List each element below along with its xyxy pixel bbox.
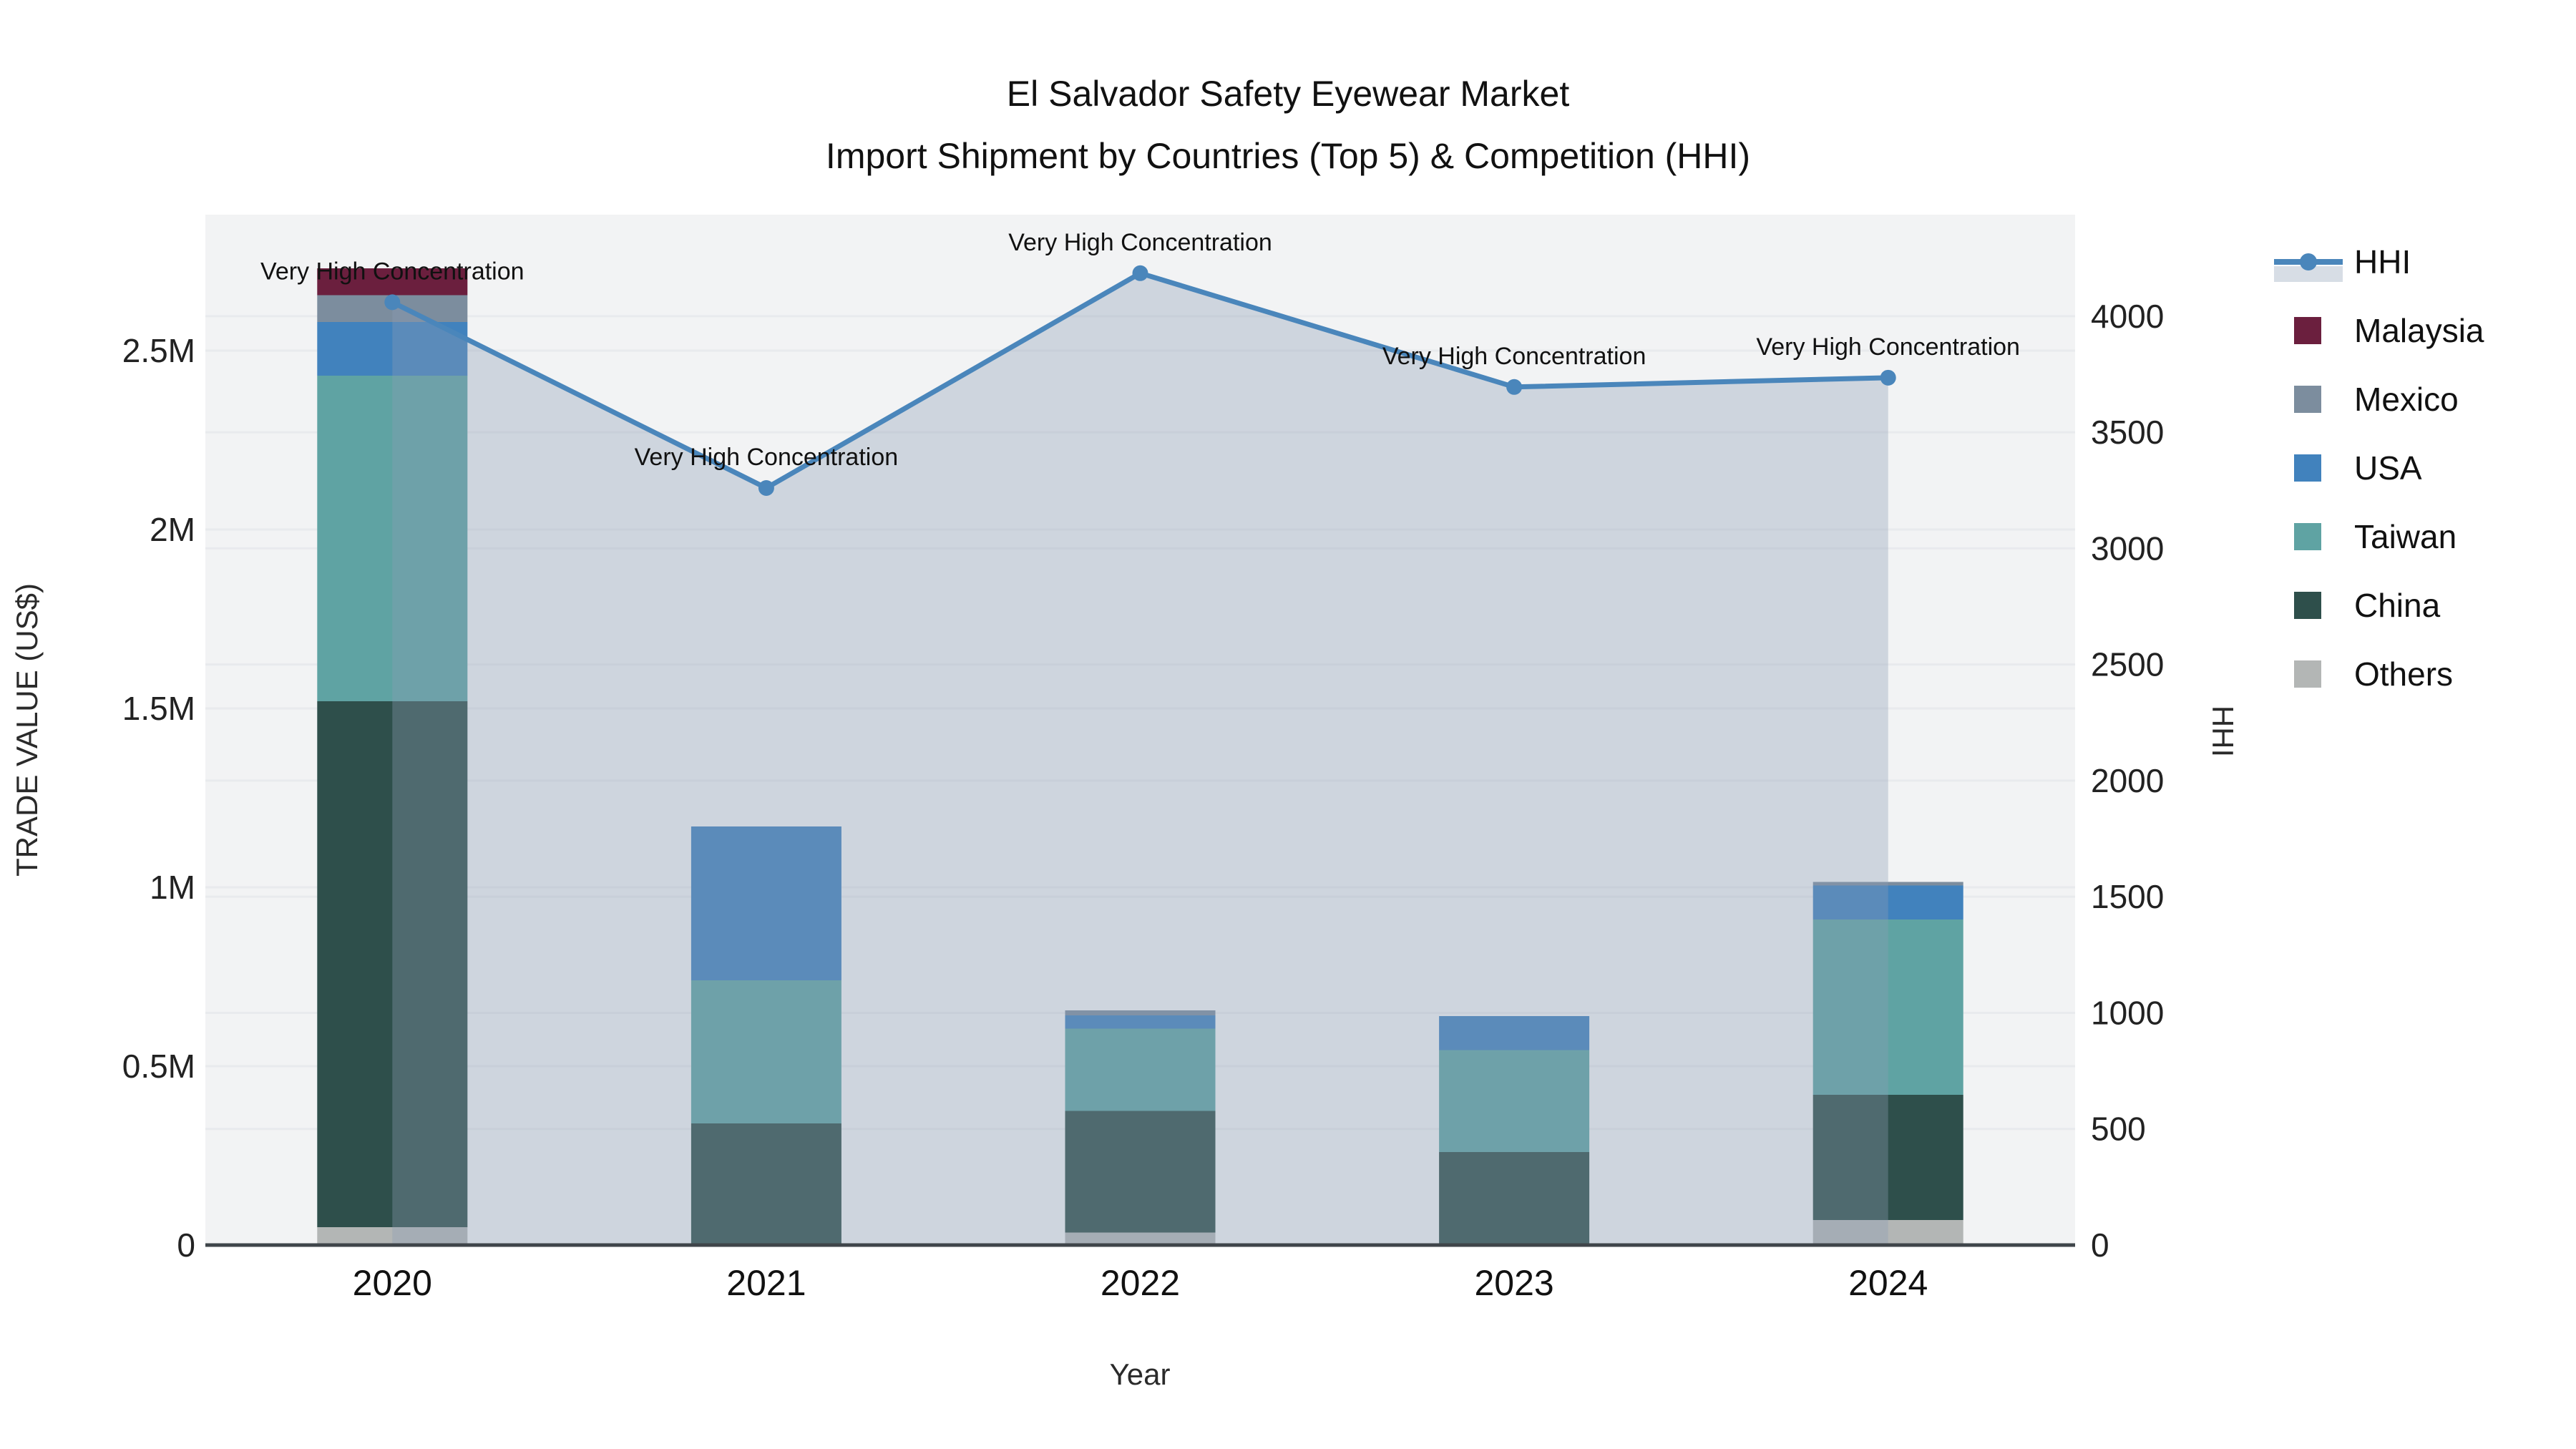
bar-segment-others-2022[interactable] xyxy=(1065,1232,1216,1246)
bar-segment-taiwan-2024[interactable] xyxy=(1813,919,1963,1095)
legend-label-china: China xyxy=(2354,587,2441,624)
legend-item-hhi[interactable]: HHI xyxy=(2274,243,2411,282)
y-right-tick-1500: 1500 xyxy=(2091,878,2164,915)
bar-segment-taiwan-2021[interactable] xyxy=(691,980,841,1123)
legend-label-malaysia: Malaysia xyxy=(2354,312,2484,349)
x-tick-2021: 2021 xyxy=(726,1263,806,1303)
bar-segment-china-2022[interactable] xyxy=(1065,1111,1216,1233)
bar-segment-taiwan-2023[interactable] xyxy=(1439,1050,1590,1153)
chart-title-line1: El Salvador Safety Eyewear Market xyxy=(1007,74,1570,114)
hhi-area-fill xyxy=(392,273,1888,1245)
x-tick-2020: 2020 xyxy=(353,1263,432,1303)
hhi-area-swatch xyxy=(2274,266,2343,282)
y-right-tick-1000: 1000 xyxy=(2091,994,2164,1031)
bar-segment-mexico-2022[interactable] xyxy=(1065,1010,1216,1015)
bar-segment-others-2020[interactable] xyxy=(317,1227,468,1245)
x-tick-2023: 2023 xyxy=(1474,1263,1553,1303)
x-tick-labels: 2020 2021 2022 2023 2024 xyxy=(353,1263,1928,1303)
hhi-area-polygon xyxy=(392,273,1888,1245)
legend: HHI Malaysia Mexico USA Taiwan China Others xyxy=(2274,243,2484,693)
chart-title-line2: Import Shipment by Countries (Top 5) & C… xyxy=(826,136,1750,176)
annotation-2022: Very High Concentration xyxy=(1008,229,1272,256)
hhi-marker-2023[interactable] xyxy=(1506,379,1523,395)
y-right-tick-labels: 0 500 1000 1500 2000 2500 3000 3500 4000 xyxy=(2091,298,2164,1264)
bar-segment-usa-2021[interactable] xyxy=(691,826,841,980)
bar-segment-usa-2020[interactable] xyxy=(317,322,468,376)
y-left-tick-labels: 0 0.5M 1M 1.5M 2M 2.5M xyxy=(122,332,195,1264)
legend-item-malaysia[interactable]: Malaysia xyxy=(2294,312,2484,349)
hhi-line-series xyxy=(384,265,1896,496)
bar-segment-china-2020[interactable] xyxy=(317,701,468,1227)
x-tick-2024: 2024 xyxy=(1848,1263,1928,1303)
legend-swatch-usa xyxy=(2294,454,2321,482)
legend-label-mexico: Mexico xyxy=(2354,381,2459,418)
bar-segment-malaysia-2020[interactable] xyxy=(317,268,468,296)
hhi-marker-2020[interactable] xyxy=(384,294,401,311)
legend-swatch-malaysia xyxy=(2294,317,2321,344)
y-right-tick-3000: 3000 xyxy=(2091,530,2164,567)
legend-swatch-others xyxy=(2294,660,2321,688)
bar-segment-usa-2023[interactable] xyxy=(1439,1016,1590,1050)
x-tick-2022: 2022 xyxy=(1101,1263,1180,1303)
y-right-tick-2500: 2500 xyxy=(2091,646,2164,683)
bar-segment-china-2024[interactable] xyxy=(1813,1095,1963,1220)
y-left-tick-1M: 1M xyxy=(150,869,195,906)
legend-label-hhi: HHI xyxy=(2354,243,2411,280)
legend-item-mexico[interactable]: Mexico xyxy=(2294,381,2459,418)
annotation-2024: Very High Concentration xyxy=(1756,333,2020,361)
annotation-2020: Very High Concentration xyxy=(260,258,525,285)
legend-label-taiwan: Taiwan xyxy=(2354,518,2457,555)
y-right-axis-title: HHI xyxy=(2206,706,2240,757)
legend-swatch-china xyxy=(2294,592,2321,619)
bar-segment-taiwan-2020[interactable] xyxy=(317,376,468,701)
y-left-axis-title: TRADE VALUE (US$) xyxy=(10,583,44,877)
bar-segment-china-2021[interactable] xyxy=(691,1123,841,1245)
y-left-tick-0.5M: 0.5M xyxy=(122,1048,195,1085)
y-left-tick-2M: 2M xyxy=(150,511,195,548)
legend-item-usa[interactable]: USA xyxy=(2294,449,2422,487)
bar-segment-china-2023[interactable] xyxy=(1439,1152,1590,1245)
hhi-marker-swatch xyxy=(2300,253,2317,270)
bar-segment-mexico-2024[interactable] xyxy=(1813,882,1963,886)
y-right-tick-2000: 2000 xyxy=(2091,762,2164,799)
x-axis-title: Year xyxy=(1110,1357,1171,1391)
legend-item-china[interactable]: China xyxy=(2294,587,2441,624)
bar-segment-usa-2024[interactable] xyxy=(1813,885,1963,920)
legend-swatch-taiwan xyxy=(2294,523,2321,550)
y-right-tick-3500: 3500 xyxy=(2091,414,2164,451)
y-right-tick-0: 0 xyxy=(2091,1226,2109,1264)
legend-label-others: Others xyxy=(2354,655,2453,693)
legend-swatch-mexico xyxy=(2294,386,2321,413)
bar-segment-usa-2022[interactable] xyxy=(1065,1015,1216,1029)
y-left-tick-0: 0 xyxy=(177,1226,195,1264)
y-left-tick-1.5M: 1.5M xyxy=(122,690,195,727)
hhi-marker-2022[interactable] xyxy=(1132,265,1148,281)
stacked-bars xyxy=(317,268,1963,1245)
hhi-marker-2024[interactable] xyxy=(1880,369,1896,386)
annotation-2021: Very High Concentration xyxy=(635,444,899,471)
y-right-tick-4000: 4000 xyxy=(2091,298,2164,335)
y-right-tick-500: 500 xyxy=(2091,1111,2146,1148)
hhi-marker-2021[interactable] xyxy=(758,479,774,496)
legend-item-others[interactable]: Others xyxy=(2294,655,2453,693)
legend-label-usa: USA xyxy=(2354,449,2422,487)
bar-segment-taiwan-2022[interactable] xyxy=(1065,1028,1216,1111)
legend-item-taiwan[interactable]: Taiwan xyxy=(2294,518,2457,555)
bar-segment-others-2024[interactable] xyxy=(1813,1220,1963,1245)
annotations: Very High Concentration Very High Concent… xyxy=(260,229,2020,471)
annotation-2023: Very High Concentration xyxy=(1382,343,1646,370)
y-left-tick-2.5M: 2.5M xyxy=(122,332,195,369)
